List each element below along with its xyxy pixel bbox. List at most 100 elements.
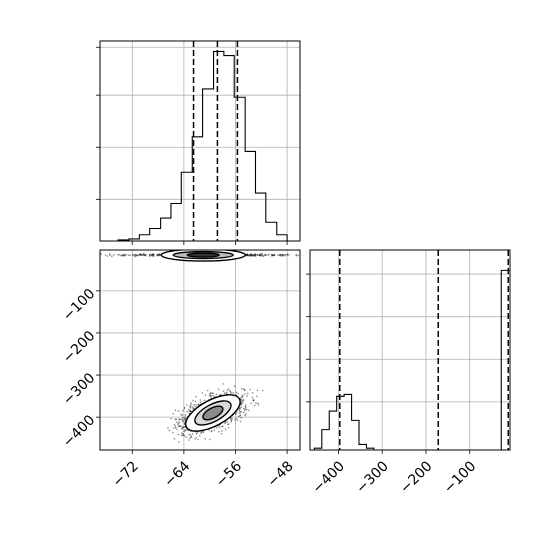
- scatter-point: [181, 414, 184, 416]
- scatter-point: [177, 433, 180, 436]
- scatter-point: [159, 254, 161, 256]
- scatter-point: [173, 427, 175, 429]
- scatter-point: [152, 254, 155, 256]
- scatter-point: [142, 253, 145, 255]
- scatter-point: [232, 392, 234, 394]
- scatter-xtick-label-1: −64: [161, 458, 193, 490]
- scatter-point: [132, 254, 134, 256]
- scatter-point: [251, 396, 254, 399]
- scatter-point: [212, 395, 214, 397]
- scatter-point: [249, 254, 251, 256]
- scatter-point: [257, 402, 259, 405]
- scatter-point: [189, 409, 191, 412]
- scatter-point: [183, 406, 186, 409]
- scatter-point: [138, 254, 140, 256]
- scatter-point: [117, 253, 119, 256]
- scatter-point: [192, 407, 195, 410]
- scatter-point: [190, 435, 193, 438]
- scatter-ytick-label-1: −200: [60, 328, 99, 367]
- scatter-point: [246, 253, 248, 256]
- scatter-point: [322, 254, 324, 256]
- scatter-point: [180, 425, 182, 428]
- scatter-point: [152, 253, 155, 256]
- scatter-point: [227, 388, 230, 390]
- scatter-point: [177, 410, 180, 412]
- scatter-point: [134, 254, 137, 256]
- scatter-point: [183, 435, 186, 437]
- hist-x-quantiles: [192, 41, 239, 241]
- scatter-point: [262, 255, 264, 258]
- scatter-point: [227, 423, 230, 425]
- scatter-point: [204, 438, 207, 440]
- scatter-point: [259, 254, 262, 257]
- scatter-point: [239, 415, 241, 417]
- scatter-point: [238, 407, 241, 410]
- scatter-point: [215, 393, 218, 396]
- scatter-point: [194, 438, 196, 440]
- scatter-point: [174, 425, 177, 428]
- scatter-point: [201, 392, 204, 394]
- scatter-point: [220, 433, 223, 435]
- scatter-point: [197, 438, 199, 441]
- hist-x-step-line: [117, 50, 288, 241]
- scatter-point: [264, 253, 267, 256]
- scatter-point: [258, 253, 261, 256]
- scatter-point: [111, 255, 113, 257]
- scatter-point: [237, 392, 239, 395]
- hist-y-xtick-label-1: −300: [353, 458, 392, 497]
- scatter-point: [329, 254, 331, 256]
- scatter-point: [252, 254, 255, 257]
- scatter-point: [153, 255, 155, 257]
- scatter-point: [224, 422, 226, 425]
- scatter-point: [184, 430, 187, 432]
- scatter-point: [137, 254, 139, 257]
- scatter-point: [190, 403, 192, 406]
- scatter-point: [183, 429, 186, 432]
- scatter-point: [225, 391, 228, 394]
- scatter-point: [194, 400, 197, 403]
- scatter-point: [331, 254, 333, 256]
- scatter-point: [265, 254, 267, 256]
- scatter-point: [158, 254, 161, 256]
- scatter-point: [92, 254, 94, 256]
- scatter-point: [175, 418, 178, 421]
- scatter-point: [190, 402, 192, 404]
- scatter-point: [140, 254, 143, 256]
- scatter-point: [109, 254, 111, 256]
- scatter-point: [144, 255, 147, 257]
- scatter-point: [245, 253, 248, 256]
- scatter-contour-2: [202, 405, 224, 421]
- scatter-point: [239, 407, 241, 409]
- scatter-point: [121, 255, 124, 257]
- scatter-point: [254, 253, 256, 255]
- scatter-point: [233, 385, 236, 388]
- scatter-point: [151, 255, 154, 257]
- scatter-point: [199, 401, 202, 403]
- hist-y-bars: [313, 269, 510, 450]
- scatter-point: [286, 253, 289, 256]
- scatter-point: [221, 425, 223, 428]
- scatter-point: [284, 255, 286, 257]
- scatter-point: [270, 254, 273, 256]
- scatter-point: [149, 253, 152, 256]
- scatter-point: [265, 254, 267, 256]
- scatter-point: [316, 255, 318, 257]
- scatter-point: [258, 254, 261, 257]
- scatter-point: [244, 405, 246, 408]
- scatter-point: [189, 405, 192, 408]
- scatter-point: [104, 254, 107, 256]
- hist-x-ticks: [96, 46, 288, 245]
- scatter-point: [197, 403, 200, 406]
- scatter-point: [152, 253, 155, 256]
- scatter-point: [273, 254, 276, 256]
- scatter-point: [124, 254, 126, 256]
- scatter-point: [241, 395, 243, 397]
- scatter-point: [242, 399, 244, 401]
- scatter-point: [140, 253, 142, 256]
- scatter-point: [230, 419, 233, 422]
- scatter-point: [242, 400, 244, 403]
- scatter-point: [189, 406, 192, 409]
- scatter-point: [204, 394, 207, 396]
- scatter-point: [148, 254, 151, 256]
- scatter-point: [203, 399, 206, 402]
